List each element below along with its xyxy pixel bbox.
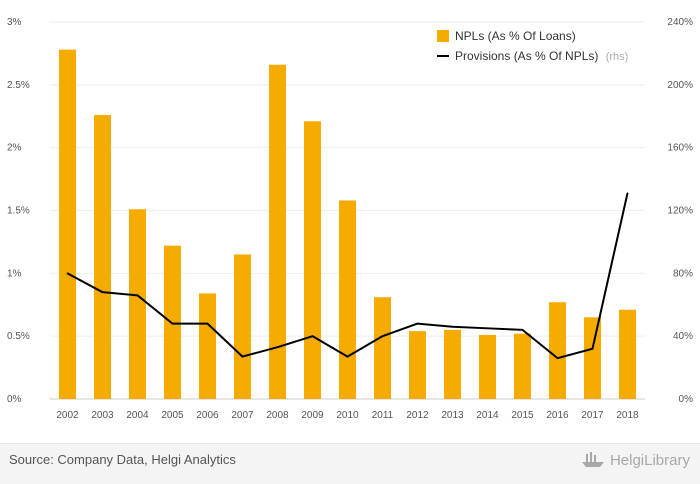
left-tick-label: 2.5% <box>7 80 30 91</box>
line-point <box>346 355 349 358</box>
bar <box>479 334 496 399</box>
x-tick-label: 2007 <box>231 410 254 421</box>
x-tick-label: 2002 <box>56 410 79 421</box>
legend-line-label-main: Provisions (As % Of NPLs) <box>455 49 598 63</box>
bar <box>269 64 286 399</box>
bar <box>514 333 531 399</box>
x-tick-label: 2005 <box>161 410 184 421</box>
right-tick-label: 80% <box>673 268 693 279</box>
bar <box>619 309 636 399</box>
legend: NPLs (As % Of Loans) Provisions (As % Of… <box>437 29 628 63</box>
source-note: Source: Company Data, Helgi Analytics <box>9 452 236 467</box>
legend-line-label: Provisions (As % Of NPLs) (rhs) <box>455 49 628 63</box>
bar <box>444 329 461 399</box>
line-point <box>241 355 244 358</box>
x-tick-label: 2014 <box>476 410 499 421</box>
x-tick-label: 2010 <box>336 410 359 421</box>
bar <box>339 200 356 399</box>
legend-line-label-suffix: (rhs) <box>606 51 629 63</box>
left-tick-label: 3% <box>7 17 22 28</box>
brand-name: HelgiLibrary <box>609 451 690 469</box>
footer: Source: Company Data, Helgi Analytics He… <box>0 443 700 484</box>
legend-bar-swatch <box>437 30 449 42</box>
bar <box>199 293 216 399</box>
x-tick-label: 2013 <box>441 410 464 421</box>
bar <box>409 331 426 399</box>
line-point <box>276 346 279 348</box>
left-tick-label: 2% <box>7 143 22 154</box>
bar <box>59 49 76 399</box>
bar <box>129 209 146 399</box>
right-axis-ticks: 0% 40% 80% 120% 160% 200% 240% <box>667 17 693 405</box>
line-point <box>626 192 629 195</box>
left-tick-label: 1% <box>7 268 22 279</box>
left-tick-label: 0.5% <box>7 331 30 342</box>
line-point <box>486 327 489 330</box>
bar <box>304 121 321 399</box>
right-tick-label: 240% <box>667 17 693 28</box>
line-series <box>66 192 629 360</box>
x-tick-label: 2004 <box>126 410 149 421</box>
right-tick-label: 200% <box>667 80 693 91</box>
bar <box>549 302 566 399</box>
line-point <box>416 322 419 325</box>
brand-logo: HelgiLibrary <box>581 451 690 469</box>
left-tick-label: 0% <box>7 394 22 405</box>
bar <box>94 114 111 399</box>
x-tick-label: 2016 <box>546 410 569 421</box>
left-axis-ticks: 0% 0.5% 1% 1.5% 2% 2.5% 3% <box>7 17 30 405</box>
line-point <box>591 347 594 350</box>
x-tick-label: 2009 <box>301 410 324 421</box>
x-tick-label: 2017 <box>581 410 604 421</box>
ship-icon <box>581 452 604 467</box>
line-point <box>66 272 69 275</box>
right-tick-label: 160% <box>667 143 693 154</box>
x-tick-label: 2011 <box>372 410 394 421</box>
line-point <box>206 322 209 325</box>
bar <box>374 297 391 399</box>
line-point <box>556 357 559 359</box>
x-tick-label: 2018 <box>616 410 639 421</box>
legend-bar-label: NPLs (As % Of Loans) <box>455 29 576 43</box>
bar <box>234 254 251 399</box>
left-tick-label: 1.5% <box>7 206 30 217</box>
line-point <box>311 335 314 337</box>
bar <box>584 317 601 399</box>
x-axis-ticks: 2002 2003 2004 2005 2006 2007 2008 2009 2010 2011… <box>56 410 639 421</box>
x-tick-label: 2003 <box>91 410 114 421</box>
x-tick-label: 2006 <box>196 410 219 421</box>
line-point <box>451 325 454 328</box>
right-tick-label: 40% <box>673 331 693 342</box>
right-tick-label: 0% <box>679 394 694 405</box>
x-tick-label: 2008 <box>266 410 289 421</box>
line-point <box>171 322 174 325</box>
line-point <box>136 294 139 297</box>
x-tick-label: 2015 <box>511 410 534 421</box>
right-tick-label: 120% <box>667 206 693 217</box>
bar-series <box>59 49 636 399</box>
line-point <box>521 329 524 331</box>
line-point <box>101 291 104 293</box>
x-tick-label: 2012 <box>406 410 429 421</box>
line-point <box>381 335 384 337</box>
